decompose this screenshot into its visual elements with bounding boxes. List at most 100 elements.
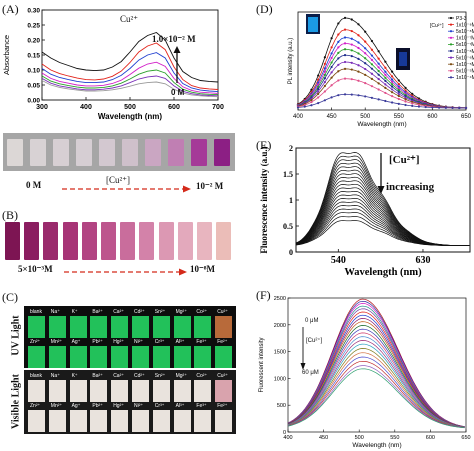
x-tick-label: 600 [427, 114, 438, 120]
pl-data-point [390, 85, 394, 88]
visible-light-label: Visible Light [10, 374, 22, 429]
pl-data-point [370, 85, 374, 88]
pl-data-point [323, 99, 326, 102]
pl-data-point [343, 54, 347, 57]
ion-label: Pb²⁺ [92, 403, 103, 409]
visible-test-strip [28, 410, 45, 432]
panel-label-b: (B) [2, 208, 18, 222]
uv-test-strip [173, 316, 191, 338]
visible-test-strip [48, 410, 66, 432]
pl-data-point [384, 60, 387, 63]
pl-data-point [330, 56, 333, 60]
pl-data-point [330, 46, 333, 49]
panel-label-a: (A) [2, 2, 19, 16]
fluorescent-series-line [287, 325, 465, 428]
pl-series-line [297, 37, 467, 109]
fluorescent-series-line [287, 368, 465, 429]
pl-data-point [397, 94, 400, 98]
y-tick-label: 0.25 [27, 23, 40, 30]
absorbance-lower-conc: 0 M [171, 88, 185, 97]
absorbance-arrow [173, 46, 181, 83]
pl-data-point [377, 57, 380, 60]
ion-label: Cu²⁺ [217, 373, 228, 379]
pl-data-point [350, 43, 353, 46]
ion-label: Mn²⁺ [50, 339, 63, 345]
y-axis-label: Absorbance [2, 35, 11, 75]
y-tick-label: 2 [289, 144, 293, 153]
pl-data-point [364, 57, 367, 60]
ion-label: Ni²⁺ [134, 339, 144, 345]
pl-data-point [317, 74, 320, 77]
visible-test-strip [48, 380, 66, 402]
pl-data-point [397, 85, 400, 88]
pl-data-point [377, 73, 380, 76]
pl-data-point [417, 105, 421, 108]
absorbance-series-line [41, 52, 219, 93]
pl-data-point [330, 61, 333, 64]
pl-data-point [364, 40, 367, 43]
visible-test-strip [111, 410, 129, 432]
y-tick-label: 1 [289, 196, 293, 205]
inset-glow-dark [399, 52, 407, 66]
pl-data-point [350, 61, 353, 64]
pl-data-point [390, 80, 394, 84]
pl-data-point [404, 95, 407, 98]
ion-label: Fe²⁺ [217, 339, 228, 345]
y-tick-label: 0.30 [27, 8, 40, 15]
y-tick-label: 0.10 [27, 68, 40, 75]
pl-data-point [337, 51, 340, 54]
pl-data-point [310, 98, 313, 102]
pl-data-point [323, 73, 326, 77]
pl-data-point [310, 100, 313, 104]
legend-marker [449, 69, 453, 72]
absorbance-series-line [41, 42, 219, 90]
pl-data-point [350, 37, 353, 40]
x-tick-label: 650 [461, 435, 470, 441]
pl-data-point [384, 70, 387, 73]
pl-data-point [431, 106, 434, 109]
paper-strip [99, 139, 115, 166]
plot-frame [297, 11, 467, 111]
pl-intensity-chart: 400 450 500 550 600 650 Wavelength (nm) PL inte… [288, 11, 474, 128]
x-tick-label: 450 [327, 114, 338, 120]
pl-data-point [451, 106, 454, 110]
fluorescent-series-line [287, 336, 465, 428]
pl-data-point [337, 33, 340, 36]
pl-data-point [350, 78, 353, 81]
pl-data-point [317, 96, 320, 99]
pl-data-point [404, 98, 407, 101]
ion-label: Cd²⁺ [134, 373, 145, 379]
x-axis-label: Wavelength (nm) [352, 442, 401, 449]
x-tick-label: 300 [36, 104, 48, 111]
fluorescent-series-line [287, 356, 465, 428]
visible-light-photo: blank Na⁺ K⁺ Ba²⁺ Ca²⁺ Cd²⁺ Sn²⁺ Mg²⁺ Co²⁺ Cu²⁺ Zn… [24, 370, 236, 434]
absorbance-series-line [41, 75, 219, 97]
pl-data-point [404, 96, 407, 99]
ion-label: Mg²⁺ [175, 309, 187, 315]
pl-data-point [370, 39, 374, 43]
fluorescent-series-line [287, 352, 465, 428]
pl-data-point [377, 98, 380, 101]
visible-test-strip [215, 380, 233, 402]
uv-test-strip [152, 316, 170, 338]
pl-data-point [296, 106, 300, 109]
legend-marker [449, 43, 453, 46]
pl-data-point [310, 88, 313, 91]
pl-data-point [438, 106, 441, 109]
x-tick-label: 650 [461, 114, 472, 120]
visible-test-strip [194, 380, 212, 402]
ion-label: Sn²⁺ [154, 309, 166, 315]
dip-strip [62, 222, 78, 260]
ion-label: Na⁺ [50, 309, 60, 315]
x-axis-label: Wavelength (nm) [344, 267, 422, 278]
visible-test-strip [132, 380, 149, 402]
pl-data-point [330, 84, 333, 87]
dip-strip [24, 222, 40, 260]
pl-data-point [370, 96, 374, 99]
pl-data-point [343, 28, 347, 31]
pl-data-point [357, 64, 360, 67]
uv-test-strip [111, 346, 129, 368]
pl-data-point [323, 62, 326, 65]
paper-strip [122, 139, 138, 166]
pl-data-point [364, 73, 367, 76]
